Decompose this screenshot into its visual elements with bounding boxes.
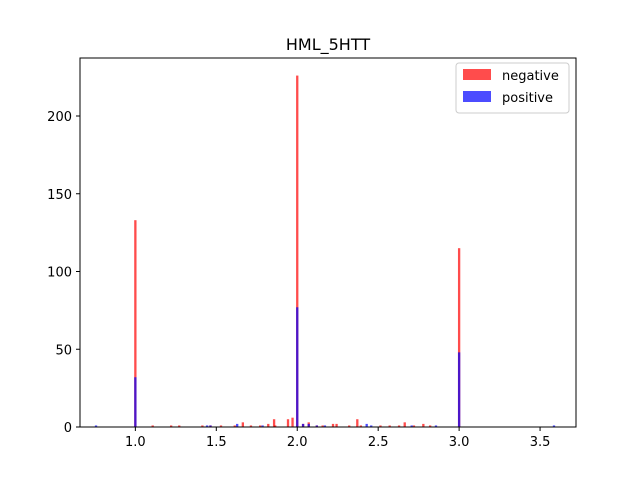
bar-negative-12 (272, 419, 276, 427)
legend-label-positive: positive (502, 91, 553, 106)
legend-swatch-positive (463, 91, 491, 102)
bar-positive-4 (236, 423, 239, 427)
bar-positive-16 (552, 425, 556, 427)
bar-negative-14 (286, 419, 290, 427)
bar-positive-5 (261, 425, 264, 427)
bar-negative-20 (321, 425, 324, 427)
bar-negative-24 (356, 419, 359, 427)
bar-negative-2 (169, 425, 173, 427)
bar-negative-1 (151, 425, 154, 427)
bar-positive-13 (410, 425, 413, 427)
bar-negative-30 (412, 425, 416, 427)
y-tick-label: 50 (55, 343, 72, 358)
bar-negative-13 (274, 425, 277, 427)
bar-positive-15 (457, 352, 461, 427)
bar-negative-32 (428, 425, 432, 427)
y-tick-label: 150 (47, 188, 72, 203)
bar-negative-33 (457, 248, 461, 427)
bar-positive-8 (307, 423, 310, 427)
x-tick-label: 3.5 (530, 435, 551, 450)
y-tick-label: 0 (64, 421, 72, 436)
legend-label-negative: negative (502, 69, 559, 84)
bar-negative-15 (291, 417, 294, 427)
bar-negative-22 (335, 423, 338, 427)
bar-positive-6 (296, 307, 299, 427)
bar-positive-0 (94, 425, 98, 427)
bar-positive-11 (365, 423, 368, 427)
x-tick-label: 1.5 (206, 435, 227, 450)
bar-negative-25 (359, 425, 363, 427)
bar-positive-10 (323, 425, 327, 427)
x-tick-label: 2.5 (368, 435, 389, 450)
bar-negative-8 (241, 422, 245, 427)
bar-positive-7 (301, 423, 305, 427)
y-axis: 0 50 100 150 200 (47, 110, 80, 436)
bar-negative-28 (397, 425, 401, 427)
bar-positive-1 (134, 377, 137, 427)
x-axis: 1.0 1.5 2.0 2.5 3.0 3.5 (125, 427, 550, 450)
bar-negative-4 (201, 425, 204, 427)
bar-negative-3 (178, 425, 181, 427)
bar-negative-7 (233, 425, 236, 427)
bar-positive-2 (205, 425, 209, 427)
bar-negative-27 (388, 425, 391, 427)
chart-title: HML_5HTT (286, 35, 370, 55)
bar-positive-12 (370, 425, 373, 427)
bars-layer (94, 75, 556, 428)
bar-negative-29 (403, 422, 406, 427)
legend: negative positive (455, 62, 570, 114)
legend-swatch-negative (463, 69, 491, 80)
bar-negative-9 (249, 425, 253, 427)
bar-positive-3 (209, 425, 212, 427)
bar-negative-6 (219, 425, 223, 427)
y-tick-label: 200 (47, 110, 72, 125)
bar-negative-26 (379, 425, 382, 427)
bar-positive-9 (315, 425, 318, 427)
bar-negative-21 (331, 423, 335, 427)
bar-negative-23 (348, 425, 351, 427)
bar-negative-11 (267, 423, 270, 427)
plot-frame (79, 57, 577, 428)
y-tick-label: 100 (47, 266, 72, 281)
bar-positive-14 (434, 425, 438, 427)
bar-negative-10 (259, 425, 262, 427)
bar-negative-16 (296, 75, 299, 428)
bar-negative-0 (134, 220, 137, 427)
x-tick-label: 1.0 (125, 435, 146, 450)
x-tick-label: 3.0 (449, 435, 470, 450)
x-tick-label: 2.0 (287, 435, 308, 450)
bar-negative-31 (422, 423, 425, 427)
